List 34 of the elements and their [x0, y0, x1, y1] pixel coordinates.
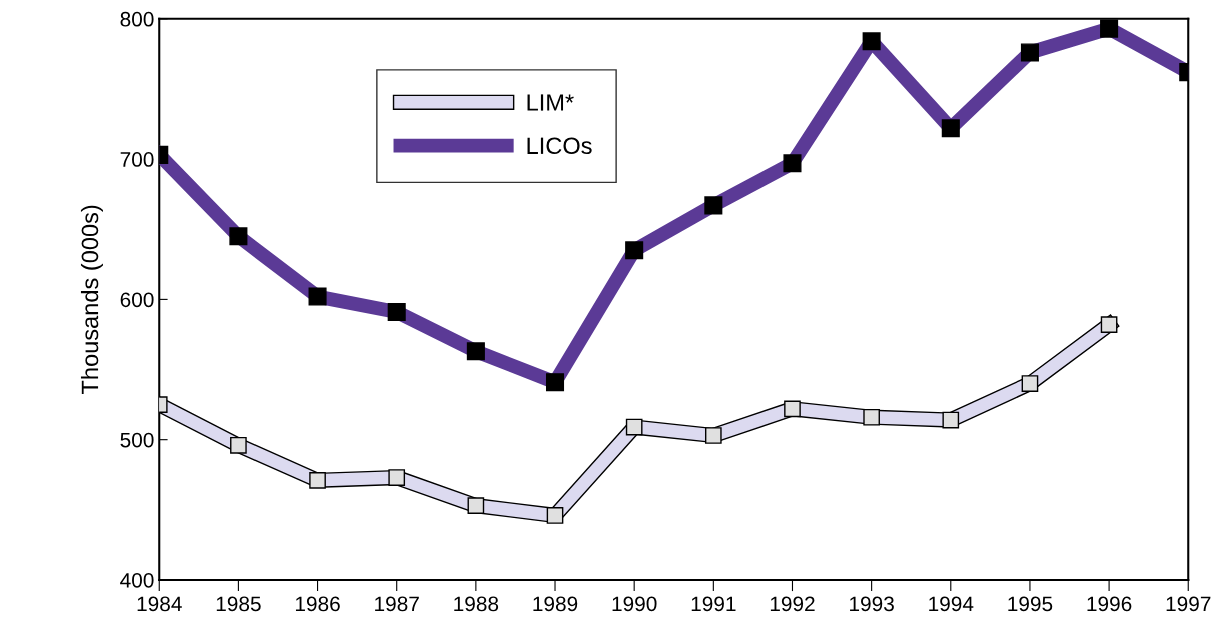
y-tick-label: 500 — [120, 432, 154, 448]
y-tick-label: 800 — [120, 11, 154, 27]
y-tick-label: 600 — [120, 292, 154, 308]
x-tick-label: 1995 — [1008, 596, 1053, 612]
y-axis-title: Thousands (000s) — [80, 205, 103, 395]
x-tick-label: 1990 — [612, 596, 657, 612]
point — [230, 436, 247, 454]
x-tick-label: 1986 — [295, 596, 340, 612]
point — [784, 400, 801, 418]
y-tick-label: 400 — [120, 572, 154, 588]
y-tick-label: 700 — [120, 152, 154, 167]
point — [546, 507, 564, 524]
point — [704, 427, 722, 444]
x-tick-label: 1997 — [1166, 596, 1211, 612]
point — [1100, 316, 1118, 333]
point — [1021, 375, 1039, 392]
point — [467, 497, 485, 514]
x-tick-label: 1987 — [375, 596, 419, 612]
legend-label: LIM* — [527, 94, 574, 111]
x-tick-label: 1985 — [216, 596, 261, 612]
point — [625, 418, 643, 436]
x-tick-label: 1996 — [1087, 596, 1132, 612]
x-tick-label: 1988 — [454, 596, 499, 612]
x-tick-label: 1994 — [929, 596, 974, 612]
point — [309, 472, 326, 489]
x-tick-label: 1991 — [691, 596, 736, 612]
legend-label: LICOs — [527, 137, 592, 155]
x-tick-label: 1984 — [137, 596, 182, 612]
x-tick-label: 1992 — [770, 596, 815, 612]
point — [388, 469, 406, 486]
point — [863, 408, 880, 426]
point — [942, 411, 960, 429]
x-tick-label: 1989 — [533, 596, 578, 612]
x-tick-label: 1993 — [850, 596, 894, 612]
